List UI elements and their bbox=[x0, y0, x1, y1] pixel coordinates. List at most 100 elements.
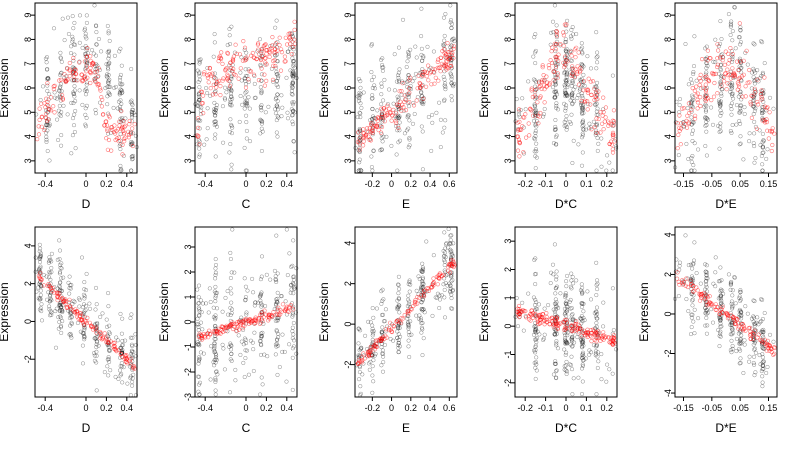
data-point-grey bbox=[285, 49, 290, 54]
data-point-red bbox=[726, 61, 731, 66]
data-point-grey bbox=[212, 119, 217, 124]
data-point-grey bbox=[580, 150, 585, 155]
data-point-grey bbox=[717, 101, 722, 106]
data-point-grey bbox=[289, 88, 294, 93]
data-point-grey bbox=[294, 351, 299, 356]
data-point-red bbox=[574, 45, 579, 50]
data-point-grey bbox=[534, 355, 539, 360]
data-point-grey bbox=[259, 91, 264, 96]
data-point-grey bbox=[604, 379, 609, 384]
data-point-red bbox=[701, 85, 706, 90]
data-point-grey bbox=[229, 270, 234, 275]
data-point-grey bbox=[57, 248, 63, 253]
data-point-grey bbox=[380, 65, 385, 70]
data-point-grey bbox=[213, 154, 218, 159]
data-point-grey bbox=[82, 26, 88, 31]
data-point-grey bbox=[106, 356, 111, 362]
data-point-grey bbox=[760, 168, 765, 173]
data-point-red bbox=[594, 116, 599, 121]
data-point-grey bbox=[569, 367, 575, 372]
data-point-grey bbox=[734, 336, 739, 341]
data-point-grey bbox=[70, 14, 75, 19]
data-point-grey bbox=[704, 129, 709, 134]
data-point-grey bbox=[248, 338, 253, 343]
data-point-grey bbox=[610, 286, 615, 291]
data-point-grey bbox=[197, 357, 202, 362]
data-point-red bbox=[393, 119, 398, 124]
y-axis-title: Expression bbox=[637, 58, 651, 117]
data-point-grey bbox=[105, 50, 110, 55]
data-point-grey bbox=[58, 82, 63, 87]
data-point-grey bbox=[290, 387, 295, 392]
data-point-grey bbox=[129, 139, 134, 145]
data-point-grey bbox=[692, 34, 697, 39]
data-point-red bbox=[692, 113, 698, 118]
data-point-grey bbox=[72, 129, 77, 135]
data-point-grey bbox=[733, 46, 738, 51]
data-point-grey bbox=[291, 59, 296, 64]
data-point-grey bbox=[574, 31, 579, 37]
data-point-grey bbox=[70, 34, 75, 39]
data-point-grey bbox=[118, 108, 123, 113]
data-point-grey bbox=[760, 140, 765, 145]
data-point-red bbox=[129, 131, 134, 136]
data-point-red bbox=[367, 126, 372, 131]
data-point-red bbox=[382, 119, 387, 124]
data-point-grey bbox=[379, 136, 384, 141]
data-point-red bbox=[583, 98, 588, 103]
data-point-grey bbox=[533, 114, 538, 119]
data-point-grey bbox=[119, 101, 124, 106]
data-point-grey bbox=[46, 275, 52, 280]
data-point-red bbox=[218, 92, 223, 98]
data-point-grey bbox=[294, 266, 299, 271]
data-point-red bbox=[94, 330, 99, 335]
data-point-grey bbox=[743, 304, 748, 309]
data-point-grey bbox=[205, 65, 210, 71]
data-point-red bbox=[561, 30, 566, 35]
data-point-grey bbox=[195, 103, 201, 108]
data-point-grey bbox=[765, 147, 770, 152]
data-point-grey bbox=[532, 103, 537, 108]
data-point-red bbox=[585, 99, 590, 104]
data-point-red bbox=[705, 48, 711, 53]
data-point-grey bbox=[711, 281, 716, 286]
data-point-grey bbox=[686, 82, 691, 87]
y-tick-label: 3 bbox=[183, 244, 193, 249]
data-point-grey bbox=[245, 103, 250, 108]
data-point-red bbox=[112, 340, 117, 345]
data-point-grey bbox=[228, 341, 233, 346]
data-point-grey bbox=[587, 126, 592, 131]
data-point-grey bbox=[76, 296, 81, 301]
data-point-grey bbox=[196, 361, 201, 366]
data-point-red bbox=[361, 143, 366, 148]
data-point-grey bbox=[83, 31, 88, 36]
data-point-grey bbox=[563, 123, 568, 128]
data-point-red bbox=[528, 107, 533, 112]
data-point-red bbox=[356, 130, 361, 135]
data-point-red bbox=[764, 119, 770, 125]
data-point-red bbox=[600, 113, 605, 118]
data-point-grey bbox=[533, 48, 538, 53]
data-point-grey bbox=[233, 367, 238, 372]
data-point-grey bbox=[107, 92, 113, 97]
data-point-grey bbox=[251, 347, 256, 352]
data-point-grey bbox=[357, 157, 362, 162]
data-point-grey bbox=[419, 98, 424, 104]
data-point-grey bbox=[446, 226, 451, 232]
data-point-grey bbox=[44, 130, 49, 135]
data-point-red bbox=[277, 35, 282, 40]
y-tick-label: 2 bbox=[23, 281, 33, 286]
data-point-grey bbox=[290, 56, 295, 61]
data-point-grey bbox=[289, 83, 294, 88]
data-point-red bbox=[675, 146, 680, 151]
data-point-grey bbox=[106, 53, 112, 59]
data-point-grey bbox=[57, 283, 62, 288]
data-point-grey bbox=[243, 295, 248, 300]
data-point-red bbox=[391, 107, 396, 112]
data-point-grey bbox=[274, 72, 279, 77]
data-point-grey bbox=[275, 92, 280, 97]
data-point-grey bbox=[595, 50, 600, 55]
data-point-grey bbox=[112, 85, 117, 90]
data-point-grey bbox=[213, 76, 218, 81]
